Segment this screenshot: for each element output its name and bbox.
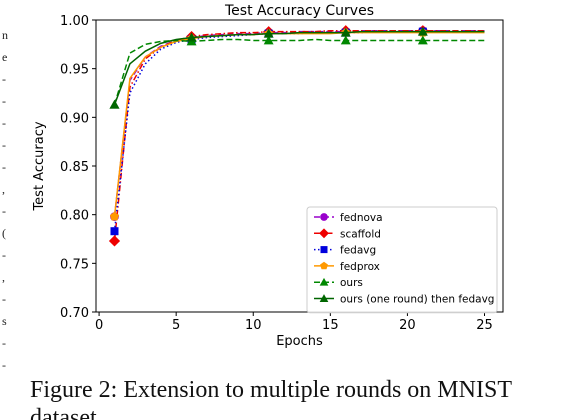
margin-mark: - [2,292,6,306]
chart-axes: 0 5 10 15 20 25 0.70 0.75 0.80 0.85 0.90 0.95 1.00 Te… [32,3,504,349]
legend-entry: ours (one round) then fedavg [314,294,494,306]
chart-title: Test Accuracy Curves [224,3,374,19]
margin-mark: , [2,270,5,284]
series-ours [109,35,485,109]
figure-caption: Figure 2: Extension to multiple rounds o… [30,376,578,420]
y-tick-label: 1.00 [60,14,89,29]
legend-marker [319,277,329,286]
series-line [113,31,485,217]
legend-label: scaffold [340,228,381,240]
legend-label: fedprox [340,261,380,273]
legend-label: fedavg [340,245,376,257]
y-tick-label: 0.70 [60,306,89,321]
legend-label: fednova [340,212,383,224]
series-fedavg [110,27,485,236]
series-ours-one-round-then-fedavg [109,26,485,109]
series-fednova [110,26,485,222]
legend-label: ours (one round) then fedavg [340,294,494,306]
x-tick-label: 25 [476,318,493,333]
legend-entry: fedprox [314,261,380,273]
data-point [340,27,351,37]
x-tick-label: 0 [95,318,103,333]
margin-mark: - [2,72,6,86]
data-point [110,227,119,236]
x-tick-label: 20 [399,318,416,333]
caption-line-1: Figure 2: Extension to multiple rounds o… [30,377,512,403]
margin-mark: - [2,138,6,152]
x-tick-label: 5 [172,318,180,333]
legend-marker [320,213,328,221]
legend-marker [319,228,329,239]
y-tick-label: 0.95 [60,63,89,78]
y-tick-label: 0.80 [60,209,89,224]
chart-legend: fednova scaffold fedavg fedprox ours ours (on… [306,206,498,314]
margin-mark: , [2,182,5,196]
margin-mark: s [2,314,7,328]
y-tick-label: 0.90 [60,111,89,126]
y-axis-label: Test Accuracy [32,121,47,211]
margin-mark: - [2,336,6,350]
data-point [417,35,428,45]
data-point [109,99,120,109]
margin-mark: - [2,204,6,218]
series-fedprox [109,27,485,221]
legend-marker [320,261,328,270]
x-tick-label: 10 [245,318,262,333]
data-point [263,28,274,38]
series-line [113,30,485,232]
legend-entry: ours [314,277,363,289]
data-point [340,35,351,45]
margin-mark: - [2,94,6,108]
data-point [108,235,121,247]
margin-mark: ( [2,226,6,240]
chart-series [108,25,485,247]
y-tick-label: 0.75 [60,257,89,272]
legend-entry: fedavg [314,245,376,257]
legend-marker [319,294,329,302]
x-axis-label: Epochs [276,334,323,349]
margin-mark: - [2,160,6,174]
legend-label: ours [340,277,363,289]
series-line [113,38,485,105]
margin-mark: - [2,116,6,130]
data-point [109,211,120,221]
data-point [186,32,197,42]
margin-mark: - [2,248,6,262]
margin-mark: - [2,358,6,372]
legend-entry: scaffold [314,228,381,240]
left-margin-strip: n e - - - - -, - ( -, - s - - [0,0,12,420]
data-point [417,26,428,36]
caption-line-2: dataset. [30,405,103,420]
x-tick-label: 15 [322,318,339,333]
margin-mark: e [2,50,8,64]
legend-marker [320,246,328,254]
series-line [113,29,485,242]
legend-entry: fednova [314,212,383,224]
y-tick-label: 0.85 [60,160,89,175]
margin-mark: n [2,28,8,42]
series-line [113,29,485,217]
data-point [263,35,274,45]
legend-box [306,206,498,314]
